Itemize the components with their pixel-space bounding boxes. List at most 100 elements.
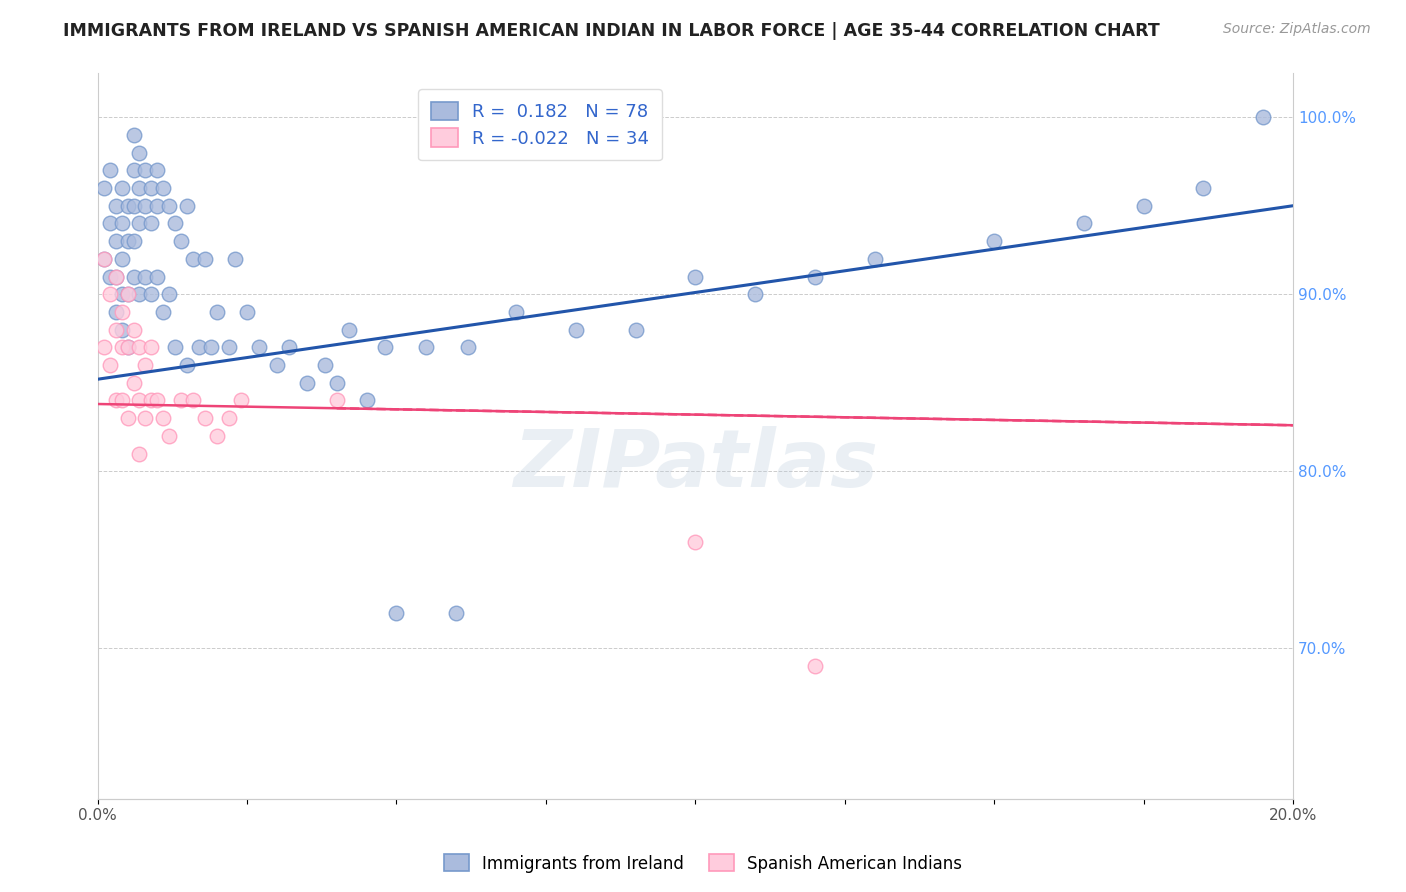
- Text: IMMIGRANTS FROM IRELAND VS SPANISH AMERICAN INDIAN IN LABOR FORCE | AGE 35-44 CO: IMMIGRANTS FROM IRELAND VS SPANISH AMERI…: [63, 22, 1160, 40]
- Point: [110, 217, 132, 231]
- Point: [505, 305, 527, 319]
- Point: [110, 305, 132, 319]
- Point: [93, 340, 115, 354]
- Point: [110, 323, 132, 337]
- Point: [325, 376, 347, 390]
- Point: [134, 163, 156, 178]
- Point: [104, 323, 127, 337]
- Point: [110, 181, 132, 195]
- Point: [685, 269, 707, 284]
- Point: [415, 340, 437, 354]
- Point: [128, 287, 150, 301]
- Point: [117, 340, 139, 354]
- Point: [110, 393, 132, 408]
- Point: [218, 340, 240, 354]
- Point: [181, 393, 204, 408]
- Point: [122, 323, 145, 337]
- Point: [194, 411, 217, 425]
- Point: [104, 305, 127, 319]
- Point: [624, 323, 647, 337]
- Point: [1132, 199, 1154, 213]
- Point: [98, 358, 121, 372]
- Point: [1192, 181, 1215, 195]
- Point: [134, 269, 156, 284]
- Point: [205, 429, 228, 443]
- Point: [122, 376, 145, 390]
- Point: [104, 393, 127, 408]
- Point: [277, 340, 299, 354]
- Point: [356, 393, 378, 408]
- Point: [337, 323, 360, 337]
- Point: [170, 234, 193, 248]
- Point: [98, 217, 121, 231]
- Point: [804, 269, 827, 284]
- Point: [1073, 217, 1095, 231]
- Point: [236, 305, 259, 319]
- Point: [176, 199, 198, 213]
- Point: [128, 181, 150, 195]
- Point: [141, 217, 163, 231]
- Point: [128, 145, 150, 160]
- Point: [152, 181, 174, 195]
- Point: [181, 252, 204, 266]
- Point: [565, 323, 588, 337]
- Legend: Immigrants from Ireland, Spanish American Indians: Immigrants from Ireland, Spanish America…: [437, 847, 969, 880]
- Text: ZIPatlas: ZIPatlas: [513, 425, 877, 504]
- Point: [152, 305, 174, 319]
- Point: [134, 199, 156, 213]
- Point: [122, 199, 145, 213]
- Point: [157, 287, 180, 301]
- Point: [205, 305, 228, 319]
- Text: Source: ZipAtlas.com: Source: ZipAtlas.com: [1223, 22, 1371, 37]
- Point: [98, 287, 121, 301]
- Point: [128, 393, 150, 408]
- Point: [224, 252, 246, 266]
- Point: [128, 340, 150, 354]
- Point: [98, 163, 121, 178]
- Point: [200, 340, 222, 354]
- Point: [804, 659, 827, 673]
- Point: [146, 393, 169, 408]
- Point: [229, 393, 252, 408]
- Point: [117, 287, 139, 301]
- Point: [157, 199, 180, 213]
- Point: [983, 234, 1005, 248]
- Point: [93, 181, 115, 195]
- Point: [128, 446, 150, 460]
- Point: [457, 340, 479, 354]
- Point: [93, 252, 115, 266]
- Point: [188, 340, 211, 354]
- Point: [122, 163, 145, 178]
- Point: [134, 411, 156, 425]
- Point: [141, 287, 163, 301]
- Point: [117, 234, 139, 248]
- Point: [110, 340, 132, 354]
- Point: [157, 429, 180, 443]
- Point: [122, 269, 145, 284]
- Point: [104, 234, 127, 248]
- Point: [314, 358, 336, 372]
- Point: [117, 199, 139, 213]
- Point: [373, 340, 395, 354]
- Point: [385, 606, 408, 620]
- Point: [128, 217, 150, 231]
- Point: [104, 269, 127, 284]
- Point: [98, 269, 121, 284]
- Point: [122, 234, 145, 248]
- Point: [165, 217, 187, 231]
- Point: [93, 252, 115, 266]
- Point: [266, 358, 288, 372]
- Point: [134, 358, 156, 372]
- Point: [863, 252, 886, 266]
- Point: [117, 411, 139, 425]
- Point: [141, 181, 163, 195]
- Point: [325, 393, 347, 408]
- Point: [1251, 110, 1274, 124]
- Point: [218, 411, 240, 425]
- Point: [110, 287, 132, 301]
- Point: [744, 287, 766, 301]
- Point: [146, 199, 169, 213]
- Point: [104, 269, 127, 284]
- Point: [122, 128, 145, 142]
- Point: [295, 376, 318, 390]
